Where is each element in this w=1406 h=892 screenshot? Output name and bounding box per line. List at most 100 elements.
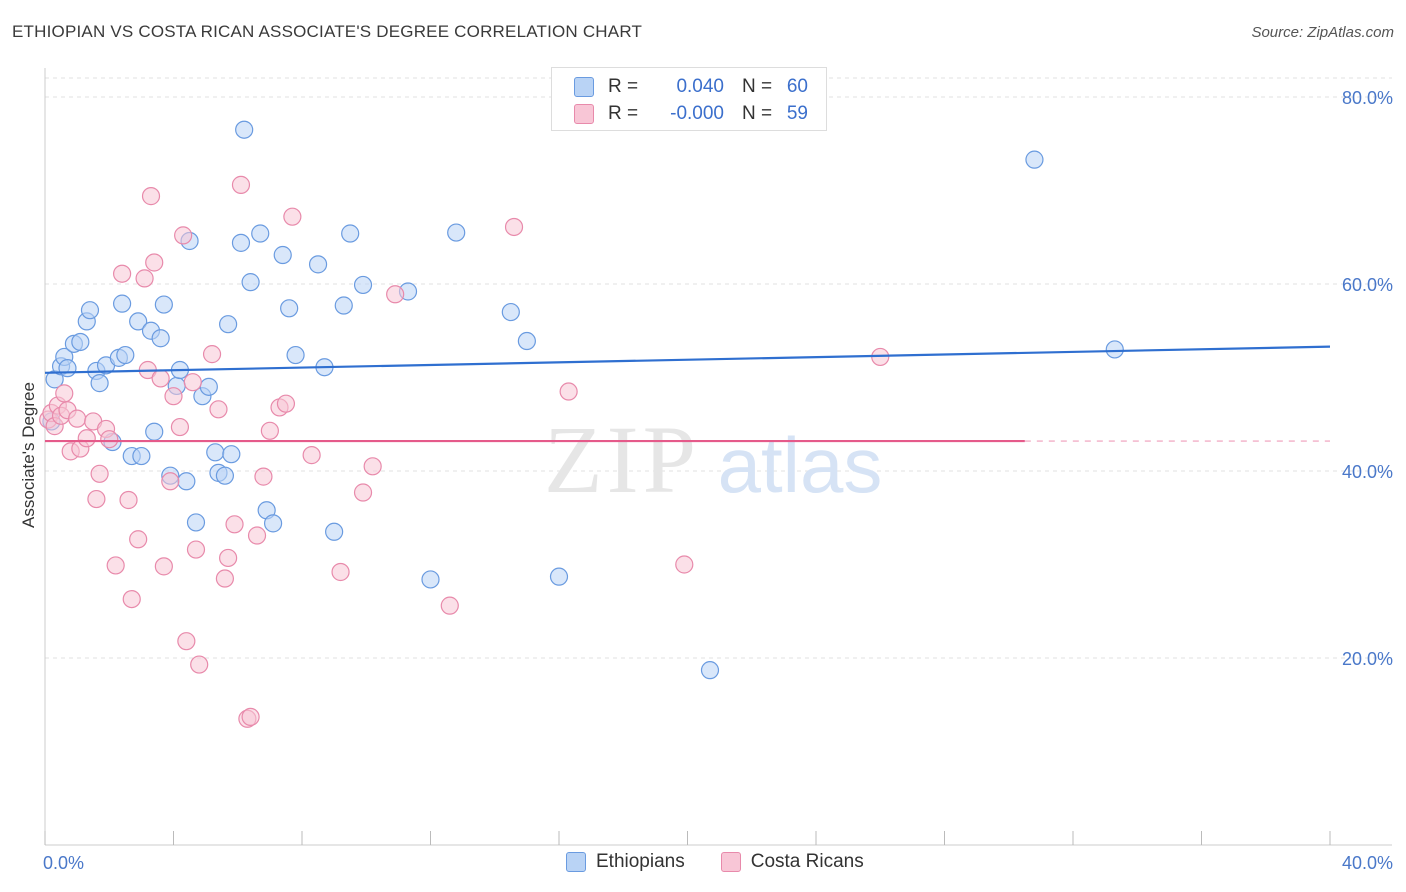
point-costa-ricans [209,400,228,419]
point-ethiopians [199,377,218,396]
legend-item-costa-ricans[interactable]: Costa Ricans [720,851,864,873]
point-ethiopians [132,446,151,466]
point-ethiopians [549,567,569,586]
trend-lines [44,345,1331,443]
point-costa-ricans [145,253,164,272]
y-tick-label: 80.0% [1342,88,1393,108]
series-legend: Ethiopians Costa Ricans [566,851,900,873]
point-costa-ricans [241,707,260,727]
point-ethiopians [58,359,77,378]
legend-swatch-costa-ricans [720,852,741,872]
legend-r-label: R = [608,103,639,124]
legend-label-ethiopians: Ethiopians [596,851,685,872]
legend-item-ethiopians[interactable]: Ethiopians [566,851,685,873]
point-costa-ricans [247,526,267,545]
trend-line-ethiopians [44,345,1331,374]
point-ethiopians [421,570,440,589]
x-tick-label: 0.0% [43,853,84,873]
legend-n-value: 60 [786,76,808,97]
point-costa-ricans [164,387,183,406]
point-costa-ricans [440,596,459,615]
point-costa-ricans [77,429,96,448]
legend-label-costa-ricans: Costa Ricans [750,851,864,872]
point-costa-ricans [151,369,170,388]
point-ethiopians [177,472,196,491]
point-costa-ricans [55,384,74,403]
point-ethiopians [700,661,720,680]
point-ethiopians [308,255,328,274]
point-ethiopians [116,345,135,365]
point-ethiopians [263,514,283,533]
legend-n-label: N = [742,76,773,97]
point-costa-ricans [141,187,161,206]
point-costa-ricans [231,175,251,194]
point-ethiopians [1105,340,1124,359]
source-label: Source: ZipAtlas.com [1251,24,1394,41]
point-ethiopians [447,223,466,242]
point-ethiopians [129,312,148,331]
tick-labels: 20.0% 40.0% 60.0% 80.0% 0.0% 40.0% [43,88,1393,873]
y-axis-label: Associate's Degree [19,382,38,528]
legend-row-ethiopians: R = 0.040 N = 60 [574,75,808,99]
point-ethiopians [325,522,344,541]
point-costa-ricans [100,430,119,449]
point-ethiopians [353,275,373,295]
point-ethiopians [90,374,109,393]
point-ethiopians [341,224,360,243]
point-costa-ricans [177,632,196,651]
point-costa-ricans [186,540,206,559]
point-costa-ricans [504,217,524,237]
point-costa-ricans [283,207,302,226]
point-costa-ricans [170,417,190,437]
point-costa-ricans [183,373,202,392]
point-ethiopians [112,294,132,313]
legend-swatch-ethiopians [574,77,594,97]
point-ethiopians [145,422,164,441]
point-costa-ricans [190,655,209,674]
y-tick-label: 40.0% [1342,462,1393,482]
point-costa-ricans [260,421,279,440]
point-costa-ricans [161,472,180,491]
point-ethiopians [71,332,90,352]
point-costa-ricans [219,548,238,568]
point-ethiopians [206,443,225,462]
point-costa-ricans [106,556,125,575]
point-costa-ricans [68,409,87,428]
legend-n-label: N = [742,103,773,124]
point-costa-ricans [154,557,173,576]
point-costa-ricans [215,569,234,588]
point-ethiopians [80,301,100,320]
point-costa-ricans [135,269,154,288]
point-costa-ricans [386,285,405,304]
point-ethiopians [235,120,254,139]
stats-legend: R = 0.040 N = 60 R = -0.000 N = 59 [551,67,827,131]
point-ethiopians [501,302,520,322]
point-costa-ricans [129,530,148,549]
watermark-zip: ZIP [544,406,700,513]
point-costa-ricans [174,226,193,245]
point-ethiopians [1025,150,1044,169]
watermark: ZIP atlas [544,406,882,513]
point-ethiopians [273,245,292,265]
point-costa-ricans [331,562,350,582]
legend-n-value: 59 [786,103,808,124]
point-ethiopians [517,331,536,351]
legend-swatch-ethiopians [566,852,586,872]
point-costa-ricans [122,589,141,609]
data-points [39,120,1124,728]
point-ethiopians [222,445,241,464]
point-costa-ricans [87,489,106,509]
point-ethiopians [334,296,353,315]
point-costa-ricans [353,483,373,502]
point-ethiopians [219,315,238,334]
point-costa-ricans [90,464,109,483]
x-tick-label: 40.0% [1342,853,1393,873]
legend-r-value: -0.000 [670,103,724,124]
axes [44,68,1392,846]
point-ethiopians [241,273,260,292]
point-ethiopians [280,299,299,318]
point-costa-ricans [302,446,321,465]
watermark-atlas: atlas [718,421,883,509]
point-costa-ricans [225,515,244,534]
